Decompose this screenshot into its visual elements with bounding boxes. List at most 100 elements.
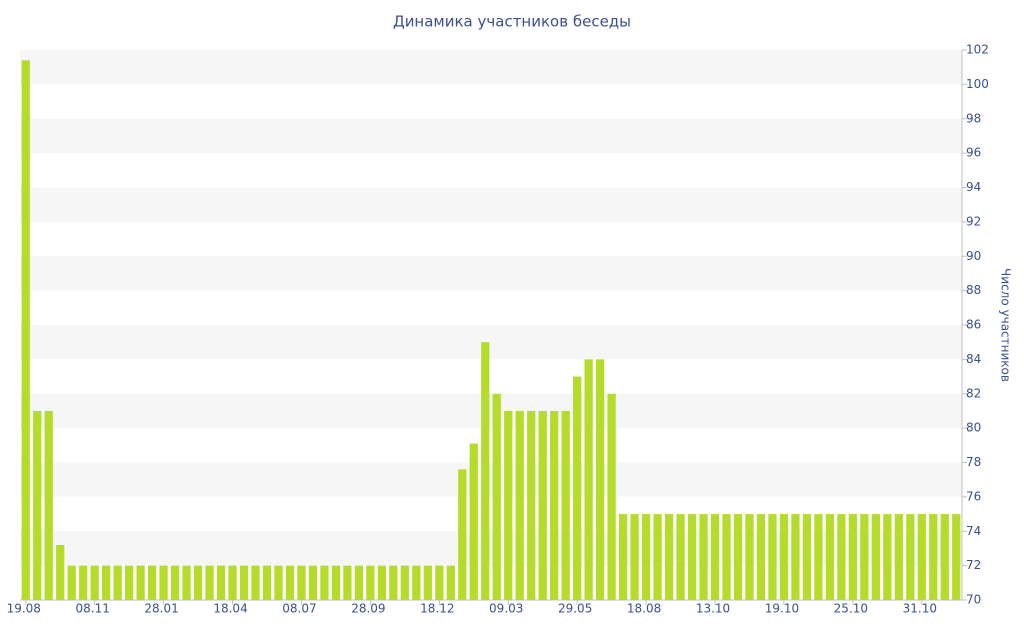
bar (216, 565, 226, 600)
bar (550, 410, 559, 600)
bar (389, 565, 398, 600)
bar (791, 514, 800, 600)
bar (699, 514, 708, 600)
y-tick-label: 100 (966, 77, 989, 91)
bar (458, 469, 467, 600)
y-tick-label: 94 (966, 180, 981, 194)
y-tick-label: 70 (966, 593, 981, 607)
x-tick-label: 31.10 (903, 602, 937, 616)
bar (285, 565, 295, 600)
x-tick-label: 18.12 (420, 602, 454, 616)
x-tick-label: 19.08 (7, 602, 41, 616)
y-tick-label: 98 (966, 111, 981, 125)
y-tick-label: 72 (966, 558, 981, 572)
bar (595, 359, 605, 600)
bar (917, 514, 926, 600)
bar (538, 410, 547, 600)
bar (331, 565, 341, 600)
bar (952, 514, 961, 600)
bar (469, 443, 478, 600)
bar (618, 514, 628, 600)
bar (56, 545, 65, 600)
bar (756, 514, 766, 600)
x-tick-label: 19.10 (765, 602, 799, 616)
bar (929, 514, 938, 600)
bar (848, 514, 858, 600)
bar (44, 410, 53, 600)
x-tick-label: 18.08 (627, 602, 661, 616)
bar (515, 410, 524, 600)
grid-band (20, 462, 962, 497)
bar (573, 376, 582, 600)
bar (722, 514, 731, 600)
bar (308, 565, 318, 600)
bar (354, 565, 364, 600)
grid-band (20, 325, 962, 360)
bar (170, 565, 180, 600)
bar (377, 565, 387, 600)
bar (423, 565, 432, 600)
bar (90, 565, 99, 600)
bar (79, 565, 88, 600)
bar (733, 514, 743, 600)
y-tick-label: 92 (966, 214, 981, 228)
bar (527, 410, 536, 600)
y-tick-label: 78 (966, 455, 981, 469)
bar (630, 514, 639, 600)
y-tick-label: 82 (966, 386, 981, 400)
bar (906, 514, 915, 600)
bar (779, 514, 789, 600)
y-tick-label: 96 (966, 146, 981, 160)
y-axis-label: Число участников (999, 268, 1013, 382)
bar (710, 514, 720, 600)
bar (400, 565, 409, 600)
bar (584, 359, 593, 600)
bar (33, 410, 42, 600)
bar (860, 514, 869, 600)
bar (274, 565, 283, 600)
x-tick-label: 09.03 (489, 602, 523, 616)
y-tick-label: 84 (966, 352, 981, 366)
bar (113, 565, 122, 600)
grid-band (20, 118, 962, 154)
grid-band (20, 393, 962, 429)
bar (193, 565, 203, 600)
x-tick-label: 13.10 (696, 602, 730, 616)
y-tick-label: 74 (966, 524, 981, 538)
grid-band (20, 256, 962, 291)
bar (837, 514, 846, 600)
bar (205, 565, 214, 600)
grid-band (20, 50, 962, 85)
bar (124, 565, 134, 600)
bar (653, 514, 662, 600)
bar (435, 565, 444, 600)
bar (412, 565, 421, 600)
bar (492, 393, 501, 600)
bar (607, 393, 616, 600)
bar (21, 60, 30, 600)
bar (262, 565, 272, 600)
bar (745, 514, 754, 600)
bar (446, 565, 455, 600)
bar (561, 410, 570, 600)
bar (239, 565, 249, 600)
bar (664, 514, 674, 600)
grid-band (20, 187, 962, 222)
bar (343, 565, 352, 600)
bar (802, 514, 812, 600)
bar (102, 565, 111, 600)
bar (366, 565, 375, 600)
x-tick-label: 29.05 (558, 602, 592, 616)
bar (940, 514, 949, 600)
y-tick-label: 80 (966, 421, 981, 435)
y-tick-label: 76 (966, 489, 981, 503)
bar (182, 565, 191, 600)
bar (641, 514, 651, 600)
bar (814, 514, 823, 600)
bar (147, 565, 157, 600)
bar (883, 514, 892, 600)
chart-title: Динамика участников беседы (393, 13, 631, 31)
bar (768, 514, 777, 600)
bar (894, 514, 903, 600)
